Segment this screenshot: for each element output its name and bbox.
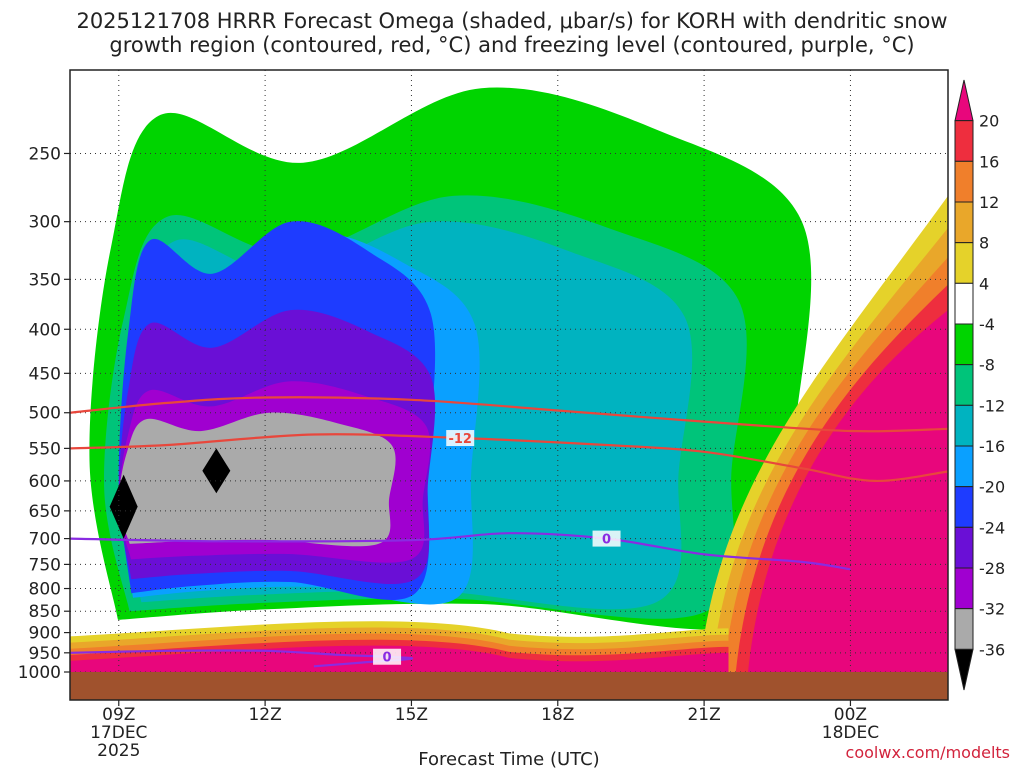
x-tick-label-12: 12Z xyxy=(248,705,281,725)
contour-label-1: -12 xyxy=(448,432,472,447)
ground-strip xyxy=(70,672,948,700)
y-tick-label-950: 950 xyxy=(29,644,61,664)
y-tick-label-850: 850 xyxy=(29,602,61,622)
contour-line-3 xyxy=(70,532,851,571)
y-tick-label-550: 550 xyxy=(29,439,61,459)
x-tick-label-21: 21Z xyxy=(687,705,720,725)
title-line-1: 2025121708 HRRR Forecast Omega (shaded, … xyxy=(76,9,948,33)
y-tick-label-750: 750 xyxy=(29,555,61,575)
colorbar-label-1: 16 xyxy=(979,152,999,171)
y-tick-label-300: 300 xyxy=(29,213,61,233)
y-tick-label-600: 600 xyxy=(29,472,61,492)
colorbar-label-7: -12 xyxy=(979,396,1005,415)
colorbar-label-3: 8 xyxy=(979,234,989,253)
x-tick-label-15: 15Z xyxy=(395,705,428,725)
y-tick-label-1000: 1000 xyxy=(18,663,61,683)
colorbar-segment-13 xyxy=(954,608,974,650)
y-tick-label-800: 800 xyxy=(29,580,61,600)
colorbar-label-10: -24 xyxy=(979,518,1005,537)
x-tick-year-9: 2025 xyxy=(97,741,140,761)
colorbar-segment-2 xyxy=(954,160,974,203)
colorbar-segment-1 xyxy=(954,120,974,162)
y-tick-label-250: 250 xyxy=(29,144,61,164)
colorbar-segment-9 xyxy=(954,445,974,488)
colorbar-segment-12 xyxy=(954,567,974,610)
colorbar-label-5: -4 xyxy=(979,315,995,334)
x-tick-label-24: 00Z xyxy=(834,705,867,725)
plot-frame xyxy=(69,69,949,701)
colorbar-segment-6 xyxy=(954,323,974,366)
x-tick-date-24: 18DEC xyxy=(822,723,879,743)
x-tick-date-9: 17DEC xyxy=(90,723,147,743)
colorbar-label-12: -32 xyxy=(979,600,1005,619)
contour-line-4 xyxy=(70,649,414,668)
colorbar-segment-3 xyxy=(954,201,974,244)
colorbar-label-9: -20 xyxy=(979,478,1005,497)
y-tick-label-500: 500 xyxy=(29,404,61,424)
y-tick-label-350: 350 xyxy=(29,270,61,290)
title-line-2: growth region (contoured, red, °C) and f… xyxy=(109,33,915,57)
colorbar-segment-5 xyxy=(954,282,974,325)
contour-line-1 xyxy=(70,433,948,483)
y-tick-label-400: 400 xyxy=(29,320,61,340)
contour-label-bg-4 xyxy=(373,648,402,665)
contour-line-2 xyxy=(70,396,948,433)
colorbar-segment-0 xyxy=(954,79,974,122)
positive-omega-band-5 xyxy=(748,310,948,672)
omega-min-cell-2 xyxy=(202,448,231,494)
contour-label-3: 0 xyxy=(602,533,611,548)
contour-label-4: 0 xyxy=(383,651,392,666)
colorbar-label-13: -36 xyxy=(979,640,1005,659)
x-tick-label-18: 18Z xyxy=(541,705,574,725)
colorbar-label-8: -16 xyxy=(979,437,1005,456)
colorbar-segment-11 xyxy=(954,526,974,569)
y-tick-label-650: 650 xyxy=(29,502,61,522)
omega-region-neg36 xyxy=(118,412,396,547)
y-tick-label-700: 700 xyxy=(29,530,61,550)
colorbar-label-0: 20 xyxy=(979,112,999,131)
colorbar-label-2: 12 xyxy=(979,193,999,212)
colorbar-label-4: 4 xyxy=(979,274,989,293)
x-axis-label: Forecast Time (UTC) xyxy=(418,749,599,768)
omega-min-cell-1 xyxy=(109,474,138,539)
colorbar-segment-7 xyxy=(954,364,974,406)
colorbar-label-6: -8 xyxy=(979,356,995,375)
contour-label-bg-3 xyxy=(592,530,621,547)
colorbar-label-11: -28 xyxy=(979,559,1005,578)
y-tick-label-900: 900 xyxy=(29,624,61,644)
y-tick-label-450: 450 xyxy=(29,364,61,384)
contour-label-bg-1 xyxy=(446,430,475,447)
credit-text: coolwx.com/modelts xyxy=(846,743,1010,762)
x-tick-label-9: 09Z xyxy=(102,705,135,725)
colorbar-segment-8 xyxy=(954,404,974,447)
colorbar-segment-10 xyxy=(954,486,974,528)
colorbar-segment-14 xyxy=(954,648,974,691)
colorbar-segment-4 xyxy=(954,242,974,284)
